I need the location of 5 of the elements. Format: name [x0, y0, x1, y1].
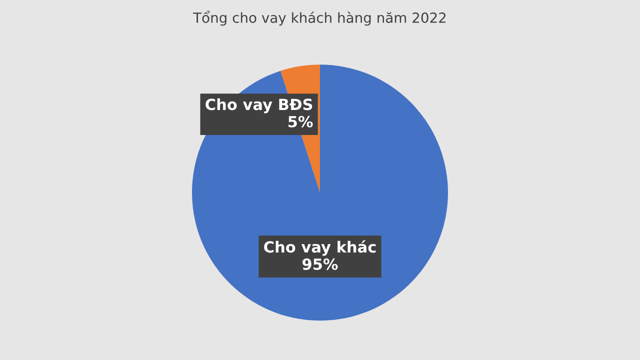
chart-title: Tổng cho vay khách hàng năm 2022 [193, 10, 446, 26]
data-label: 95% [302, 258, 338, 270]
slice-label: Cho vay khác [264, 240, 376, 256]
data-label: 5% [288, 116, 313, 128]
slice-label: Cho vay BĐS [206, 98, 312, 114]
